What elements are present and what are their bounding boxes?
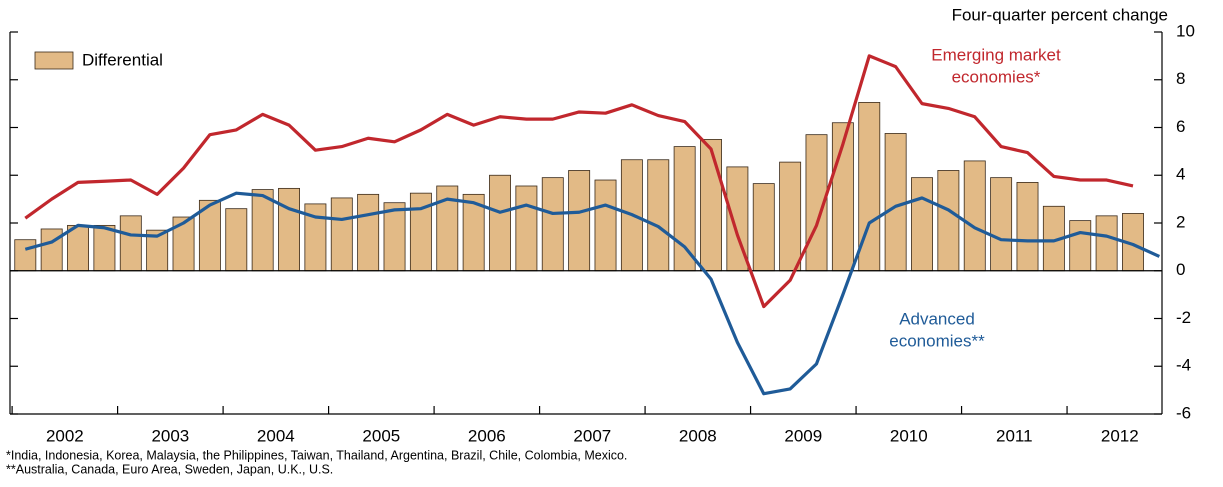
bar: [779, 161, 802, 272]
bar: [673, 146, 696, 272]
bar: [67, 224, 89, 272]
bar: [884, 133, 907, 272]
bar: [963, 160, 986, 272]
series-label: economies*: [952, 67, 1041, 86]
legend-swatch: [34, 51, 74, 70]
y-tick-label: 4: [1176, 165, 1185, 184]
footnote: *India, Indonesia, Korea, Malaysia, the …: [6, 448, 627, 462]
x-tick-label: 2012: [1101, 426, 1139, 445]
x-tick-label: 2004: [257, 426, 295, 445]
bar: [14, 239, 37, 272]
y-tick-label: -2: [1176, 308, 1191, 327]
y-tick-label: 10: [1176, 21, 1195, 40]
y-tick-label: 2: [1176, 212, 1185, 231]
bar: [647, 159, 670, 272]
line-series: [24, 54, 1134, 309]
bar: [330, 197, 353, 272]
bar: [568, 170, 591, 272]
bar: [278, 187, 300, 272]
x-tick-label: 2003: [151, 426, 189, 445]
x-tick-label: 2005: [362, 426, 400, 445]
y-tick-label: 0: [1176, 260, 1185, 279]
bar: [752, 183, 775, 272]
bar: [119, 215, 142, 272]
bar: [937, 170, 960, 272]
bar: [357, 193, 380, 272]
legend-label: Differential: [82, 50, 163, 69]
bar: [1016, 182, 1039, 272]
x-tick-label: 2006: [468, 426, 506, 445]
bar: [93, 224, 116, 272]
line-series: [24, 191, 1161, 396]
x-tick-label: 2010: [890, 426, 928, 445]
bar: [383, 202, 406, 272]
bar: [700, 139, 722, 272]
y-tick-label: -4: [1176, 356, 1191, 375]
x-tick-label: 2007: [573, 426, 611, 445]
bar: [541, 177, 564, 272]
bar: [1095, 215, 1118, 272]
x-tick-label: 2002: [46, 426, 84, 445]
bar: [594, 179, 617, 272]
bar: [990, 177, 1013, 272]
x-tick-label: 2011: [996, 426, 1033, 445]
series-label: economies**: [889, 331, 985, 350]
x-tick-label: 2009: [784, 426, 822, 445]
bar: [1069, 220, 1092, 272]
bar: [40, 228, 63, 272]
bar: [225, 208, 248, 272]
x-tick-label: 2008: [679, 426, 717, 445]
y-tick-label: 8: [1176, 69, 1185, 88]
bar: [489, 174, 511, 272]
bar: [251, 189, 274, 272]
series-label: Emerging market: [931, 45, 1061, 64]
y-tick-label: 6: [1176, 117, 1185, 136]
footnote: **Australia, Canada, Euro Area, Sweden, …: [6, 462, 333, 476]
bar: [911, 177, 933, 272]
bar: [515, 185, 538, 272]
series-label: Advanced: [899, 309, 975, 328]
axis-label: Four-quarter percent change: [952, 5, 1168, 24]
y-tick-label: -6: [1176, 403, 1191, 422]
